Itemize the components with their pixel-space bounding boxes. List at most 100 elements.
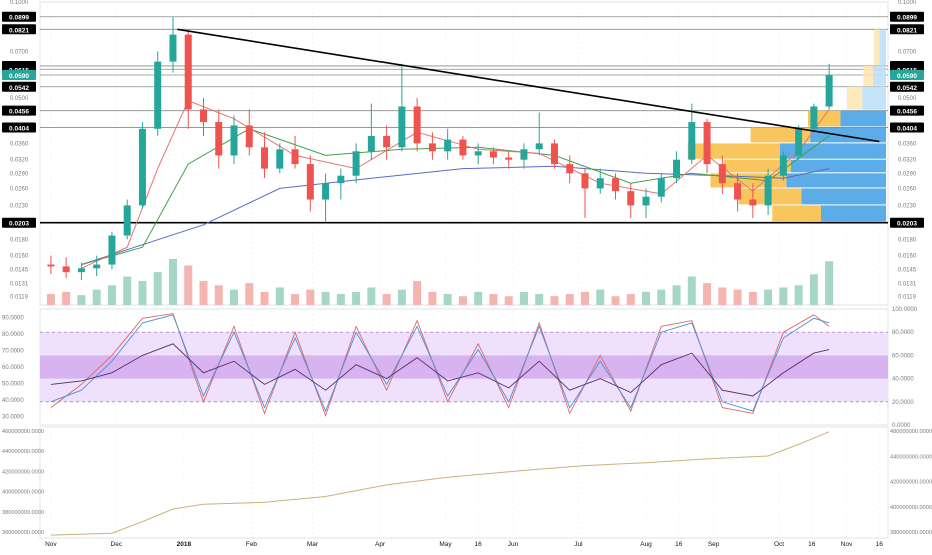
volume-bar (779, 287, 788, 305)
time-axis-label: Oct (774, 541, 784, 548)
left-price-tag-label: 0.0590 (9, 73, 29, 80)
rsi-line (50, 343, 830, 397)
volume-profile-buy (801, 188, 886, 205)
time-axis-label: Sep (708, 541, 720, 548)
time-axis-label: May (439, 541, 452, 548)
candle-body (291, 149, 299, 165)
candle-body (276, 149, 284, 169)
candle-body (154, 61, 162, 129)
left-price-tick: 0.0320 (10, 158, 29, 164)
candle-body (703, 122, 711, 165)
volume-bar (275, 287, 284, 305)
obv-left-tick: 360000000.0000 (2, 530, 44, 536)
right-price-tick: 0.1000 (898, 0, 917, 6)
left-price-tick: 0.0131 (10, 281, 29, 287)
stoch-left-tick: 30.0000 (2, 415, 24, 421)
volume-profile-buy (862, 86, 886, 110)
right-price-tick: 0.0160 (898, 254, 917, 260)
volume-profile-buy (810, 127, 886, 143)
volume-bar (748, 291, 757, 305)
stoch-left-tick: 60.0000 (2, 365, 24, 371)
right-price-tick: 0.0290 (898, 171, 917, 177)
candle-body (352, 151, 360, 176)
right-price-tag (890, 70, 924, 81)
volume-bar (687, 276, 696, 305)
right-price-tag (890, 24, 924, 35)
candle-body (123, 205, 131, 236)
candle-body (657, 178, 665, 197)
obv-panel (39, 426, 889, 539)
candle-body (734, 183, 742, 200)
left-price-tag (2, 122, 36, 133)
volume-bar (458, 296, 467, 305)
volume-profile-buy (790, 159, 886, 173)
left-price-tick: 0.0145 (10, 267, 29, 273)
volume-bar (413, 280, 422, 305)
volume-bar (352, 291, 361, 305)
right-price-tag (890, 217, 924, 228)
obv-left-tick: 380000000.0000 (2, 510, 44, 516)
candle-body (520, 149, 528, 160)
right-price-tick: 0.0119 (898, 295, 917, 301)
stoch-left-tick: 70.0000 (2, 348, 24, 354)
left-price-tag (2, 105, 36, 116)
volume-bar (642, 291, 651, 305)
stoch-right-tick: 60.0000 (892, 353, 914, 359)
candle-body (184, 34, 192, 110)
time-axis-label: Mar (307, 541, 319, 548)
candle-body (322, 183, 330, 200)
left-price-tag-label: 0.0203 (9, 221, 29, 228)
candle-body (138, 128, 146, 206)
candle-body (383, 135, 391, 148)
stoch-right-tick: 100.0000 (892, 307, 918, 313)
candle-body (169, 34, 177, 62)
stoch-left-tick: 80.0000 (2, 332, 24, 338)
left-price-tag-label: 0.0821 (9, 27, 29, 34)
volume-profile-buy (873, 65, 886, 86)
candle-body (474, 151, 482, 156)
volume-bar (535, 294, 544, 305)
right-price-tick: 0.0700 (898, 49, 917, 55)
volume-bar (46, 294, 55, 305)
candle-body (428, 143, 436, 152)
volume-bar (367, 287, 376, 305)
right-price-tag (890, 11, 924, 22)
candle-body (550, 143, 558, 165)
volume-profile-sell (687, 143, 780, 159)
volume-bar (138, 280, 147, 305)
right-price-tick: 0.0360 (898, 141, 917, 147)
candle-body (642, 196, 650, 206)
volume-bar (596, 289, 605, 305)
stoch-left-tick: 40.0000 (2, 398, 24, 404)
candle-body (810, 106, 818, 129)
obv-left-tick: 460000000.0000 (2, 429, 44, 435)
volume-bar (214, 285, 223, 305)
obv-left-tick: 440000000.0000 (2, 449, 44, 455)
right-price-tag-label: 0.0456 (897, 109, 917, 116)
left-price-tick: 0.0160 (10, 254, 29, 260)
right-price-tag-label: 0.0542 (897, 85, 917, 92)
volume-bar (107, 285, 116, 305)
volume-bar (504, 296, 513, 305)
obv-right-tick: 480000000.0000 (890, 429, 932, 435)
left-price-tag (2, 11, 36, 22)
left-price-tick: 0.0290 (10, 171, 29, 177)
candle-body (459, 139, 467, 156)
right-price-tag-label: 0.0899 (897, 15, 917, 22)
left-price-tag (2, 81, 36, 92)
right-price-tag-label: 0.0404 (897, 125, 917, 132)
volume-bar (550, 296, 559, 305)
volume-bar (62, 291, 71, 305)
left-price-tick: 0.0180 (10, 237, 29, 243)
candle-body (718, 164, 726, 184)
volume-profile-buy (879, 29, 886, 65)
right-price-tick: 0.0145 (898, 267, 917, 273)
left-price-tag-label: 0.0542 (9, 85, 29, 92)
stoch-left-tick: 90.0000 (2, 315, 24, 321)
stoch-right-tick: 0.0000 (892, 423, 911, 429)
time-axis-label: 16 (475, 541, 483, 548)
time-axis-label: 16 (808, 541, 816, 548)
obv-right-tick: 420000000.0000 (890, 480, 932, 486)
